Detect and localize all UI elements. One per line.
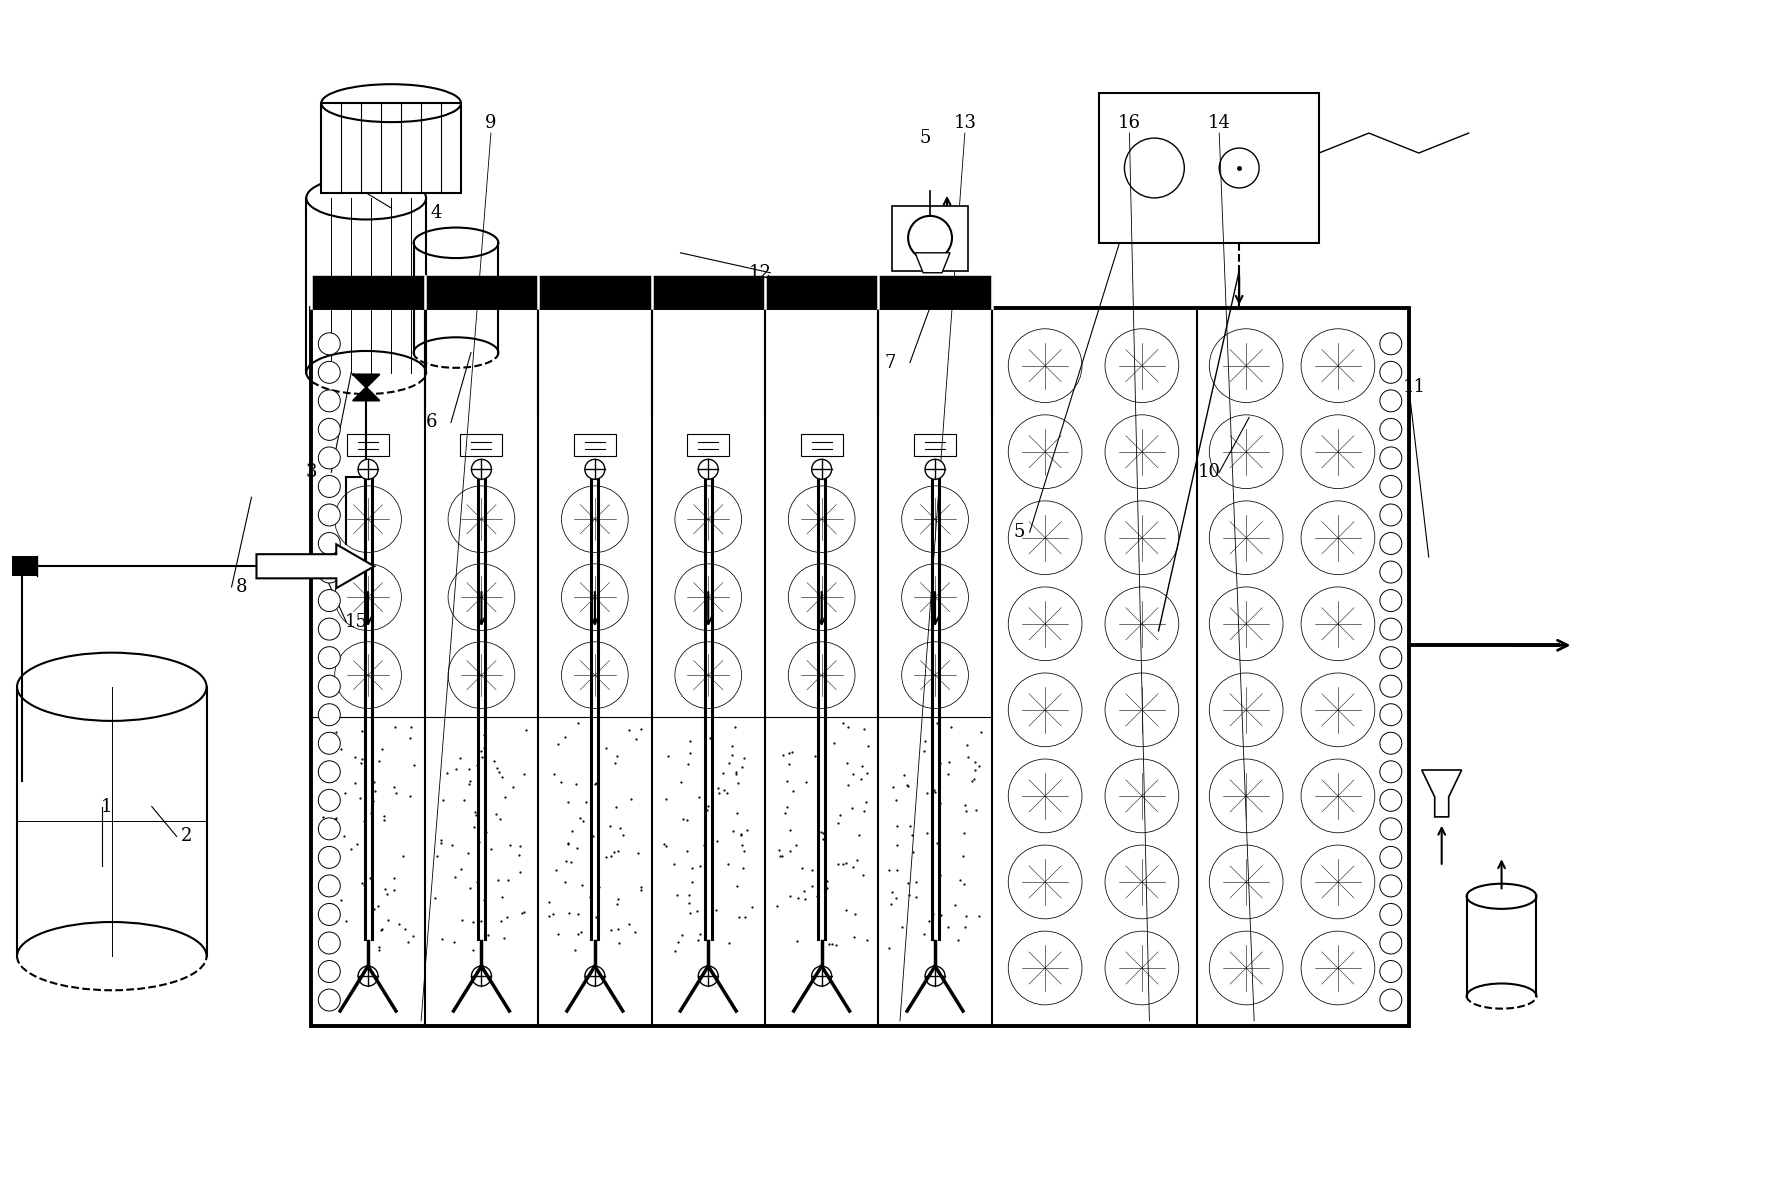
Circle shape: [319, 618, 340, 640]
Circle shape: [1380, 590, 1402, 611]
Circle shape: [319, 647, 340, 668]
Polygon shape: [257, 545, 374, 589]
Text: 10: 10: [1198, 463, 1221, 481]
Circle shape: [585, 966, 604, 986]
Circle shape: [319, 960, 340, 983]
Circle shape: [319, 704, 340, 725]
Circle shape: [1380, 447, 1402, 469]
Circle shape: [319, 932, 340, 954]
Text: 12: 12: [750, 264, 773, 281]
Circle shape: [319, 732, 340, 754]
Circle shape: [1380, 932, 1402, 954]
Polygon shape: [12, 557, 37, 576]
Circle shape: [319, 504, 340, 526]
Text: 8: 8: [236, 578, 248, 596]
Polygon shape: [1099, 93, 1318, 243]
Circle shape: [471, 459, 491, 480]
Circle shape: [319, 875, 340, 897]
Circle shape: [319, 476, 340, 497]
Text: 3: 3: [305, 463, 317, 481]
Circle shape: [319, 590, 340, 611]
Polygon shape: [914, 434, 957, 456]
Circle shape: [1380, 675, 1402, 697]
Text: 15: 15: [346, 612, 367, 631]
Circle shape: [1380, 960, 1402, 983]
Circle shape: [1380, 389, 1402, 412]
Circle shape: [319, 418, 340, 440]
Text: 13: 13: [953, 114, 976, 132]
Text: 7: 7: [884, 354, 895, 372]
Text: 9: 9: [486, 114, 496, 132]
Circle shape: [1380, 618, 1402, 640]
Circle shape: [1380, 533, 1402, 554]
Text: 2: 2: [181, 827, 193, 845]
Polygon shape: [321, 103, 461, 193]
Circle shape: [812, 459, 831, 480]
Circle shape: [319, 989, 340, 1011]
Circle shape: [319, 332, 340, 355]
Polygon shape: [914, 253, 950, 273]
Circle shape: [319, 761, 340, 782]
Circle shape: [471, 966, 491, 986]
Polygon shape: [801, 434, 843, 456]
Polygon shape: [461, 434, 503, 456]
Circle shape: [319, 389, 340, 412]
Circle shape: [319, 903, 340, 926]
Circle shape: [319, 675, 340, 697]
Circle shape: [1380, 704, 1402, 725]
Circle shape: [585, 459, 604, 480]
Polygon shape: [312, 307, 1409, 1026]
Circle shape: [1380, 647, 1402, 668]
Text: 16: 16: [1118, 114, 1141, 132]
Text: 1: 1: [101, 798, 113, 815]
Circle shape: [907, 216, 952, 260]
Circle shape: [1380, 903, 1402, 926]
Text: 5: 5: [1014, 523, 1026, 541]
Circle shape: [1380, 989, 1402, 1011]
Circle shape: [1380, 476, 1402, 497]
Circle shape: [319, 561, 340, 583]
Text: 6: 6: [425, 413, 438, 431]
Circle shape: [698, 966, 718, 986]
Circle shape: [925, 966, 944, 986]
Circle shape: [1380, 761, 1402, 782]
Circle shape: [1380, 818, 1402, 840]
Polygon shape: [353, 375, 379, 400]
Circle shape: [1380, 332, 1402, 355]
Circle shape: [1380, 846, 1402, 869]
Polygon shape: [1421, 770, 1462, 817]
Circle shape: [319, 447, 340, 469]
Circle shape: [319, 533, 340, 554]
Circle shape: [1380, 875, 1402, 897]
Circle shape: [1380, 504, 1402, 526]
Circle shape: [1380, 418, 1402, 440]
Text: 14: 14: [1209, 114, 1232, 132]
Circle shape: [319, 789, 340, 811]
Polygon shape: [688, 434, 730, 456]
Polygon shape: [891, 205, 968, 271]
Circle shape: [319, 846, 340, 869]
Circle shape: [319, 818, 340, 840]
Circle shape: [358, 459, 377, 480]
Circle shape: [358, 966, 377, 986]
Circle shape: [1380, 732, 1402, 754]
Circle shape: [812, 966, 831, 986]
Text: 4: 4: [431, 204, 441, 222]
Circle shape: [319, 361, 340, 383]
Circle shape: [1380, 561, 1402, 583]
Polygon shape: [347, 434, 390, 456]
Circle shape: [1380, 789, 1402, 811]
Text: 11: 11: [1402, 379, 1425, 396]
Circle shape: [925, 459, 944, 480]
Polygon shape: [574, 434, 617, 456]
Circle shape: [1380, 361, 1402, 383]
Text: 5: 5: [920, 129, 930, 147]
Circle shape: [698, 459, 718, 480]
